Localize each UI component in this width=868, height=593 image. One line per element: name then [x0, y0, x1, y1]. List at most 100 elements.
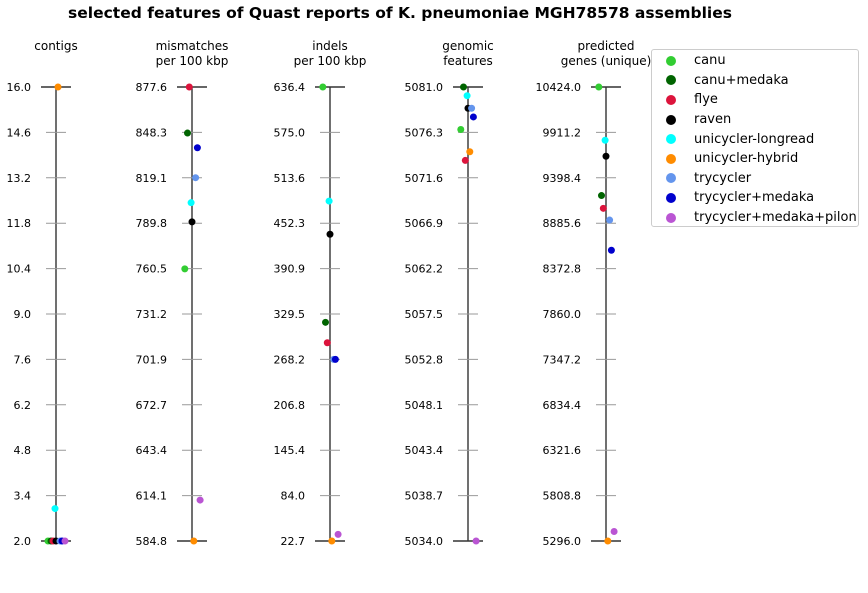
legend-label: canu+medaka [694, 72, 789, 88]
data-point-trycycler-medaka [607, 246, 615, 254]
data-point-flye [599, 204, 607, 212]
legend-label: unicycler-longread [694, 131, 815, 147]
data-point-canu [595, 83, 603, 91]
axis-label: features [443, 54, 493, 68]
data-point-trycycler-medaka [469, 113, 477, 121]
legend-label: unicycler-hybrid [694, 151, 799, 167]
axis-label: per 100 kbp [156, 54, 229, 68]
tick-label: 84.0 [281, 490, 306, 503]
tick-label: 8372.8 [543, 263, 582, 276]
data-point-raven [602, 152, 610, 160]
tick-label: 701.9 [136, 353, 168, 366]
axis-label: per 100 kbp [294, 54, 367, 68]
tick-label: 7.6 [14, 353, 32, 366]
tick-label: 789.8 [136, 217, 168, 230]
tick-label: 731.2 [136, 308, 168, 321]
tick-label: 390.9 [274, 263, 306, 276]
tick-label: 819.1 [136, 172, 168, 185]
legend-item: unicycler-hybrid [652, 149, 858, 169]
tick-label: 5048.1 [405, 399, 444, 412]
tick-label: 11.8 [7, 217, 32, 230]
tick-label: 16.0 [7, 81, 32, 94]
data-point-trycycler-medaka-pilon [610, 528, 618, 536]
legend-item: raven [652, 110, 858, 130]
legend-label: trycycler+medaka+pilon [694, 210, 857, 226]
data-point-flye [185, 83, 193, 91]
tick-label: 614.1 [136, 490, 168, 503]
tick-label: 5034.0 [405, 535, 444, 548]
legend: canu canu+medaka flye raven unicycler-longre… [651, 49, 859, 227]
data-point-unicycler-longread [601, 136, 609, 144]
data-point-canu [319, 83, 327, 91]
chart-title: selected features of Quast reports of K.… [68, 4, 732, 22]
data-point-canu-medaka [322, 318, 329, 326]
tick-label: 5062.2 [405, 263, 444, 276]
tick-label: 5081.0 [405, 81, 444, 94]
data-point-trycycler-medaka [331, 355, 339, 363]
tick-label: 513.6 [274, 172, 306, 185]
data-point-trycycler-medaka [193, 144, 201, 152]
legend-label: canu [694, 53, 726, 69]
legend-label: raven [694, 112, 732, 128]
legend-label: trycycler [694, 170, 752, 186]
axis-label: genes (unique) [561, 54, 652, 68]
tick-label: 7347.2 [543, 353, 582, 366]
tick-label: 145.4 [274, 444, 306, 457]
legend-marker-icon [666, 94, 676, 105]
tick-label: 5038.7 [405, 490, 444, 503]
tick-label: 452.3 [274, 217, 306, 230]
tick-label: 6.2 [14, 399, 32, 412]
legend-marker-icon [666, 153, 676, 164]
tick-label: 206.8 [274, 399, 306, 412]
legend-label: trycycler+medaka [694, 190, 815, 206]
data-point-flye [461, 156, 469, 164]
legend-item: trycycler+medaka+pilon [652, 208, 858, 228]
data-point-flye [323, 339, 331, 347]
tick-label: 636.4 [274, 81, 306, 94]
data-point-trycycler-medaka-pilon [472, 537, 480, 545]
data-point-unicycler-hybrid [604, 537, 612, 545]
legend-label: flye [694, 92, 718, 108]
data-point-canu-medaka [598, 192, 605, 200]
legend-marker-icon [666, 134, 676, 145]
axis-label: predicted [578, 39, 635, 53]
tick-label: 8885.6 [543, 217, 582, 230]
data-point-unicycler-longread [187, 199, 195, 207]
legend-marker-icon [666, 192, 676, 203]
data-point-canu-medaka [184, 129, 191, 137]
tick-label: 3.4 [14, 490, 32, 503]
tick-label: 5808.8 [543, 490, 582, 503]
tick-label: 4.8 [14, 444, 32, 457]
data-point-trycycler-medaka-pilon [334, 530, 342, 538]
legend-marker-icon [666, 114, 676, 125]
tick-label: 14.6 [7, 126, 32, 139]
data-point-unicycler-longread [463, 92, 471, 100]
data-point-canu [181, 265, 189, 273]
data-point-trycycler [606, 216, 614, 224]
data-point-unicycler-longread [325, 197, 333, 205]
data-point-trycycler-medaka-pilon [61, 537, 69, 545]
tick-label: 9911.2 [543, 126, 582, 139]
tick-label: 10424.0 [536, 81, 582, 94]
tick-label: 7860.0 [543, 308, 582, 321]
tick-label: 329.5 [274, 308, 306, 321]
tick-label: 268.2 [274, 353, 306, 366]
tick-label: 13.2 [7, 172, 32, 185]
data-point-unicycler-hybrid [190, 537, 198, 545]
tick-label: 760.5 [136, 263, 168, 276]
tick-label: 584.8 [136, 535, 168, 548]
legend-marker-icon [666, 75, 676, 86]
tick-label: 5071.6 [405, 172, 444, 185]
data-point-raven [188, 218, 196, 226]
tick-label: 643.4 [136, 444, 168, 457]
axis-label: contigs [34, 39, 77, 53]
data-point-raven [326, 230, 334, 238]
data-point-trycycler [468, 104, 476, 112]
legend-item: flye [652, 90, 858, 110]
data-point-unicycler-longread [51, 505, 59, 513]
tick-label: 848.3 [136, 126, 168, 139]
data-point-unicycler-hybrid [466, 148, 474, 156]
axis-label: genomic [442, 39, 494, 53]
data-point-trycycler [192, 174, 200, 182]
